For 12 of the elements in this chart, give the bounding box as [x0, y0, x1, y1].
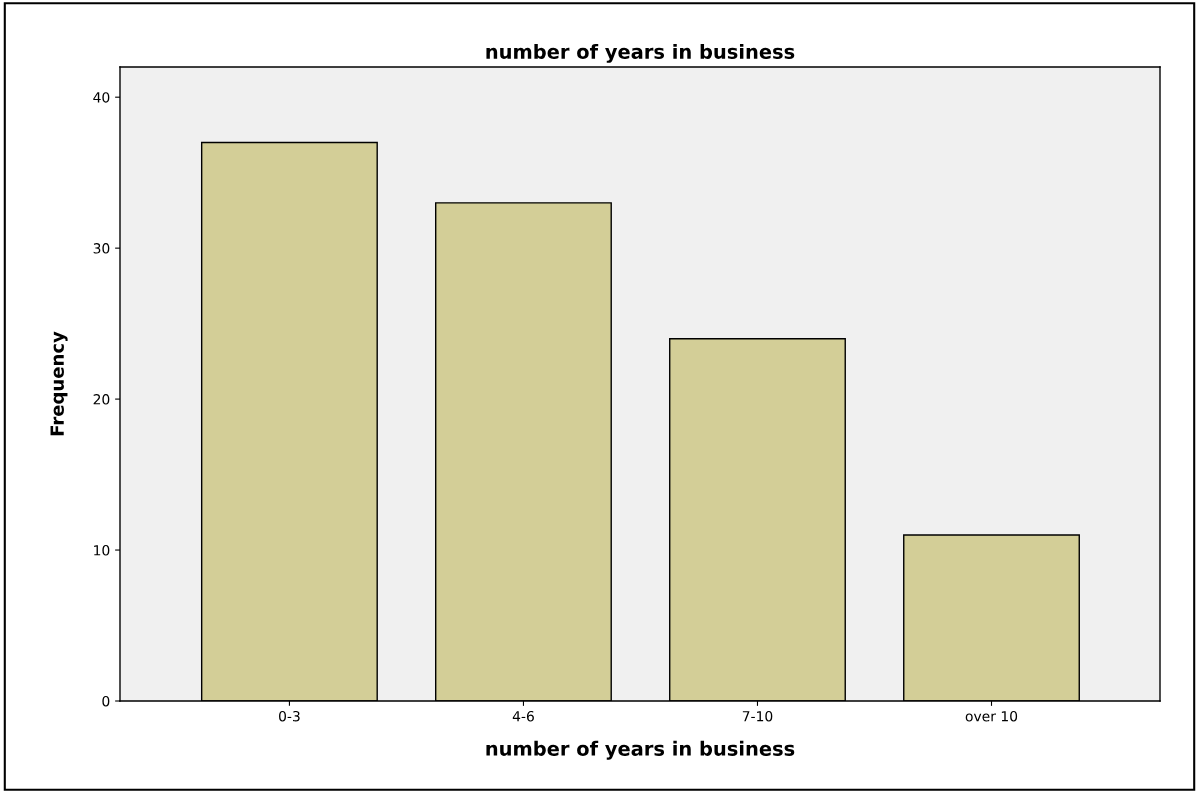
y-tick-label: 30 — [93, 243, 110, 254]
x-tick-label: 0-3 — [279, 710, 300, 722]
chart-title: number of years in business — [486, 43, 795, 63]
y-tick-label: 20 — [93, 394, 110, 405]
y-axis-title: Frequency — [50, 331, 68, 436]
x-axis-title: number of years in business — [486, 740, 795, 760]
x-tick-label: over 10 — [965, 710, 1018, 722]
x-tick-label: 4-6 — [512, 710, 534, 722]
x-tick-label: 7-10 — [742, 710, 773, 722]
y-tick-label: 40 — [93, 92, 110, 103]
y-tick-label: 0 — [102, 695, 110, 707]
y-tick-label: 10 — [94, 545, 110, 556]
